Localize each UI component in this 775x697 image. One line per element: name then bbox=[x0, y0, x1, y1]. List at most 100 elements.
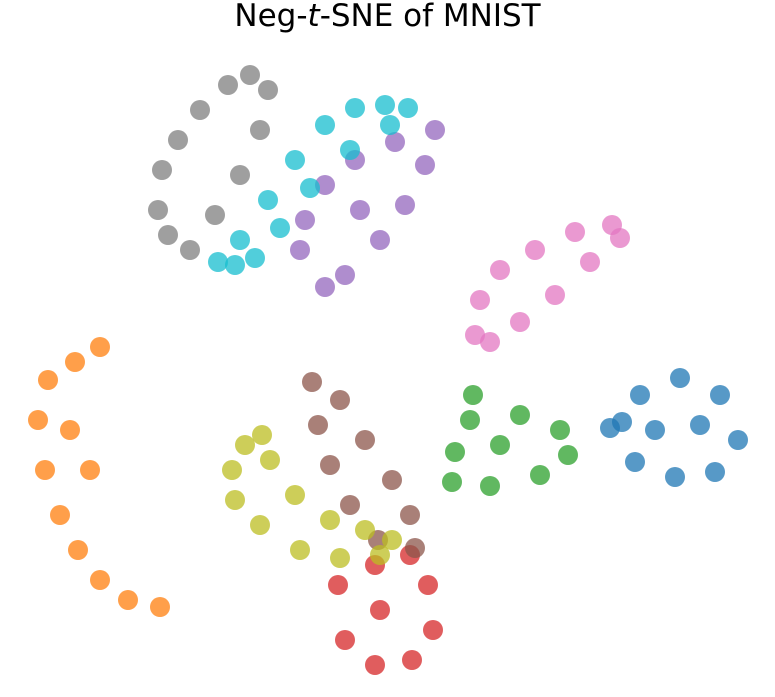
point-7-0 bbox=[148, 200, 168, 220]
point-9-10 bbox=[300, 178, 320, 198]
point-8-3 bbox=[260, 450, 280, 470]
point-9-5 bbox=[345, 98, 365, 118]
point-8-11 bbox=[250, 515, 270, 535]
point-9-3 bbox=[285, 150, 305, 170]
point-4-0 bbox=[290, 240, 310, 260]
point-5-8 bbox=[320, 455, 340, 475]
point-8-10 bbox=[290, 540, 310, 560]
point-1-5 bbox=[50, 505, 70, 525]
point-1-0 bbox=[90, 337, 110, 357]
point-6-1 bbox=[470, 290, 490, 310]
series-0 bbox=[600, 368, 748, 487]
point-6-3 bbox=[525, 240, 545, 260]
point-4-1 bbox=[295, 210, 315, 230]
point-6-0 bbox=[465, 325, 485, 345]
point-8-2 bbox=[252, 425, 272, 445]
point-1-4 bbox=[35, 460, 55, 480]
point-4-7 bbox=[395, 195, 415, 215]
point-6-2 bbox=[490, 260, 510, 280]
point-6-4 bbox=[565, 222, 585, 242]
point-9-12 bbox=[245, 248, 265, 268]
point-3-5 bbox=[402, 650, 422, 670]
point-8-7 bbox=[382, 530, 402, 550]
point-8-5 bbox=[320, 510, 340, 530]
point-7-5 bbox=[240, 65, 260, 85]
point-3-6 bbox=[365, 655, 385, 675]
series-6 bbox=[465, 215, 630, 352]
point-1-11 bbox=[60, 420, 80, 440]
point-6-8 bbox=[545, 285, 565, 305]
point-0-3 bbox=[710, 385, 730, 405]
point-2-3 bbox=[442, 472, 462, 492]
point-8-9 bbox=[330, 548, 350, 568]
point-2-9 bbox=[490, 435, 510, 455]
point-1-10 bbox=[80, 460, 100, 480]
point-7-9 bbox=[205, 205, 225, 225]
point-3-0 bbox=[328, 575, 348, 595]
point-9-7 bbox=[398, 98, 418, 118]
point-9-4 bbox=[315, 115, 335, 135]
point-5-7 bbox=[340, 495, 360, 515]
point-1-6 bbox=[68, 540, 88, 560]
point-5-2 bbox=[355, 430, 375, 450]
series-7 bbox=[148, 65, 278, 260]
point-7-2 bbox=[168, 130, 188, 150]
point-6-7 bbox=[580, 252, 600, 272]
point-1-7 bbox=[90, 570, 110, 590]
point-7-8 bbox=[230, 165, 250, 185]
point-4-9 bbox=[335, 265, 355, 285]
point-7-7 bbox=[250, 120, 270, 140]
point-2-8 bbox=[510, 405, 530, 425]
series-1 bbox=[28, 337, 170, 617]
point-2-2 bbox=[445, 442, 465, 462]
point-2-5 bbox=[530, 465, 550, 485]
point-0-4 bbox=[728, 430, 748, 450]
point-7-10 bbox=[180, 240, 200, 260]
point-8-1 bbox=[235, 435, 255, 455]
chart-title: Neg-t-SNE of MNIST bbox=[0, 0, 775, 34]
point-9-9 bbox=[340, 140, 360, 160]
point-5-9 bbox=[308, 415, 328, 435]
point-4-5 bbox=[425, 120, 445, 140]
point-1-3 bbox=[28, 410, 48, 430]
point-6-6 bbox=[610, 228, 630, 248]
point-1-1 bbox=[65, 352, 85, 372]
point-8-0 bbox=[222, 460, 242, 480]
point-0-2 bbox=[670, 368, 690, 388]
point-8-12 bbox=[225, 490, 245, 510]
point-5-5 bbox=[405, 538, 425, 558]
point-9-8 bbox=[380, 115, 400, 135]
point-3-7 bbox=[335, 630, 355, 650]
point-9-6 bbox=[375, 95, 395, 115]
point-4-11 bbox=[350, 200, 370, 220]
point-2-4 bbox=[480, 476, 500, 496]
point-0-8 bbox=[645, 420, 665, 440]
point-9-13 bbox=[225, 255, 245, 275]
point-7-6 bbox=[258, 80, 278, 100]
point-8-8 bbox=[370, 545, 390, 565]
point-7-1 bbox=[152, 160, 172, 180]
series-9 bbox=[208, 95, 418, 275]
point-0-5 bbox=[705, 462, 725, 482]
point-4-8 bbox=[370, 230, 390, 250]
point-2-1 bbox=[460, 410, 480, 430]
point-7-4 bbox=[218, 75, 238, 95]
point-2-6 bbox=[558, 445, 578, 465]
series-5 bbox=[302, 372, 425, 558]
point-6-10 bbox=[480, 332, 500, 352]
point-4-2 bbox=[315, 175, 335, 195]
point-4-4 bbox=[385, 132, 405, 152]
point-1-8 bbox=[118, 590, 138, 610]
point-8-4 bbox=[285, 485, 305, 505]
title-italic-t: t bbox=[307, 0, 320, 34]
point-4-10 bbox=[315, 277, 335, 297]
point-9-0 bbox=[208, 252, 228, 272]
series-4 bbox=[290, 120, 445, 297]
point-9-11 bbox=[270, 218, 290, 238]
series-8 bbox=[222, 425, 402, 568]
point-5-3 bbox=[382, 470, 402, 490]
point-3-4 bbox=[423, 620, 443, 640]
point-0-1 bbox=[630, 385, 650, 405]
point-5-4 bbox=[400, 505, 420, 525]
point-3-8 bbox=[370, 600, 390, 620]
